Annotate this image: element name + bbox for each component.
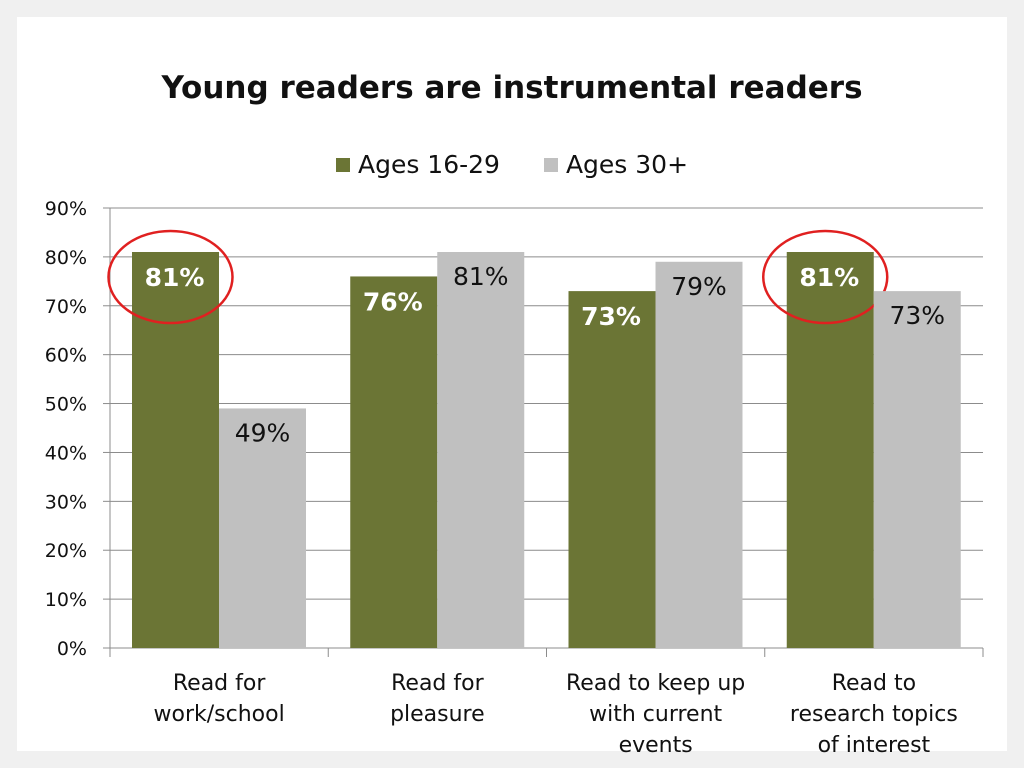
y-tick-label: 80%	[45, 247, 87, 269]
legend-label-ages-16-29: Ages 16-29	[357, 150, 500, 179]
bar	[568, 291, 656, 648]
highlight-circle	[762, 229, 889, 325]
x-category-label: research topics	[790, 702, 958, 727]
y-tick-label: 0%	[57, 638, 87, 660]
data-label: 76%	[363, 287, 423, 316]
legend-swatch-ages-30-plus	[543, 157, 558, 172]
x-category-label: with current	[589, 702, 722, 727]
y-tick-label: 60%	[45, 345, 87, 367]
x-category-label: Read to keep up	[566, 671, 745, 696]
x-category-label: work/school	[154, 702, 285, 727]
legend-item-ages-16-29: Ages 16-29	[335, 150, 500, 179]
bar	[350, 276, 438, 648]
data-label: 79%	[671, 272, 727, 301]
y-tick-label: 20%	[45, 540, 87, 562]
data-label: 49%	[235, 418, 291, 447]
y-tick-label: 90%	[45, 198, 87, 220]
bar	[132, 252, 219, 648]
legend: Ages 16-29 Ages 30+	[0, 150, 1024, 179]
data-label: 73%	[581, 302, 641, 331]
x-category-label: of interest	[818, 733, 931, 758]
highlight-circle	[107, 229, 234, 325]
data-label: 81%	[799, 263, 859, 292]
y-tick-label: 10%	[45, 589, 87, 611]
bar	[437, 252, 525, 648]
bar	[873, 291, 961, 648]
bar	[786, 252, 874, 648]
data-label: 73%	[889, 301, 945, 330]
data-label: 81%	[145, 263, 205, 292]
bar	[655, 261, 743, 648]
x-category-label: Read for	[173, 671, 266, 696]
chart-title: Young readers are instrumental readers	[161, 70, 863, 106]
bar	[219, 408, 306, 648]
data-label: 81%	[453, 262, 509, 291]
x-category-label: pleasure	[390, 702, 485, 727]
y-tick-label: 30%	[45, 491, 87, 513]
x-category-label: events	[619, 733, 693, 758]
x-category-label: Read for	[391, 671, 484, 696]
x-category-label: Read to	[832, 671, 916, 696]
y-tick-label: 50%	[45, 394, 87, 416]
y-tick-label: 40%	[45, 442, 87, 464]
legend-label-ages-30-plus: Ages 30+	[565, 150, 689, 179]
legend-item-ages-30-plus: Ages 30+	[543, 150, 689, 179]
legend-swatch-ages-16-29	[335, 157, 350, 172]
y-tick-label: 70%	[45, 296, 87, 318]
